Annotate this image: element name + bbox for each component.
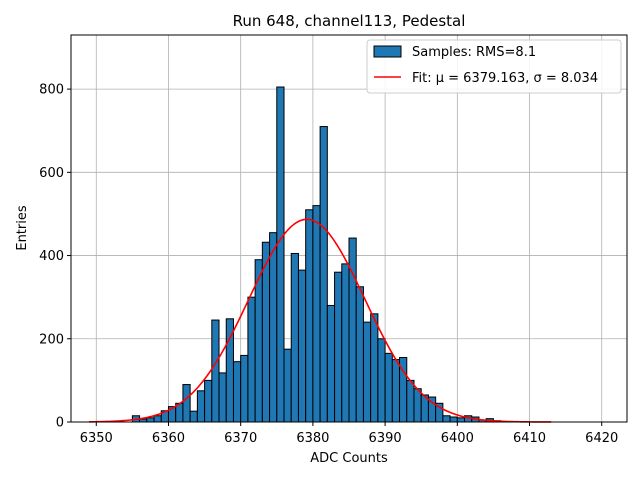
- histogram-bar: [182, 384, 191, 423]
- y-tick-label: 800: [39, 83, 64, 98]
- histogram-bar: [240, 354, 249, 423]
- histogram-bar: [247, 296, 256, 423]
- legend-fit-label: Fit: μ = 6379.163, σ = 8.034: [412, 71, 598, 86]
- histogram-bar: [449, 416, 458, 423]
- chart-title: Run 648, channel113, Pedestal: [233, 12, 466, 30]
- x-tick-label: 6380: [296, 431, 329, 446]
- legend-samples-swatch: [373, 45, 402, 58]
- histogram-bar: [312, 205, 321, 423]
- histogram-bar: [413, 388, 422, 423]
- histogram-bar: [305, 209, 314, 423]
- histogram-bar: [290, 252, 299, 423]
- histogram-bar: [355, 286, 364, 423]
- legend-samples-label: Samples: RMS=8.1: [412, 45, 536, 60]
- histogram-bar: [326, 304, 336, 423]
- x-tick-label: 6350: [80, 431, 113, 446]
- fit-curve-layer: [89, 218, 552, 423]
- histogram-bar: [341, 263, 350, 423]
- y-tick-label: 400: [39, 249, 64, 264]
- fit-curve: [89, 218, 552, 423]
- histogram-bar: [377, 338, 386, 423]
- histogram-bar: [204, 379, 213, 423]
- x-tick-label: 6400: [441, 431, 474, 446]
- y-tick-label: 0: [56, 416, 64, 431]
- histogram-bar: [276, 86, 285, 423]
- histogram-bar: [370, 313, 379, 423]
- x-tick-label: 6390: [369, 431, 402, 446]
- x-tick-label: 6360: [152, 431, 185, 446]
- histogram-bar: [218, 372, 227, 423]
- histogram-bar: [384, 352, 393, 423]
- legend-box: [366, 39, 622, 94]
- histogram-bar: [362, 321, 372, 423]
- x-axis-label: ADC Counts: [310, 451, 388, 466]
- histogram-bar: [189, 410, 198, 423]
- histogram-bar: [146, 417, 155, 423]
- x-tick-label: 6410: [513, 431, 546, 446]
- histogram-bar: [269, 232, 278, 423]
- histogram-bars: [131, 86, 502, 423]
- plot-frame: [70, 34, 628, 423]
- axis-ticks: 6350 6360 6370 6380 6390 6400 6410 6420 0 200 400 6…: [39, 83, 618, 446]
- histogram-bar: [334, 271, 343, 423]
- histogram-bar: [232, 361, 242, 423]
- histogram-bar: [319, 126, 328, 423]
- y-tick-label: 200: [39, 332, 64, 347]
- histogram-bar: [196, 390, 206, 423]
- histogram-bar: [297, 269, 307, 423]
- histogram-bar: [442, 415, 451, 423]
- histogram-bar: [391, 359, 401, 423]
- histogram-bar: [283, 348, 292, 423]
- histogram-bar: [456, 417, 466, 423]
- histogram-bar: [348, 237, 357, 423]
- x-tick-label: 6420: [585, 431, 618, 446]
- y-tick-label: 600: [39, 166, 64, 181]
- x-tick-label: 6370: [224, 431, 257, 446]
- legend: Samples: RMS=8.1 Fit: μ = 6379.163, σ = …: [366, 39, 622, 94]
- y-axis-label: Entries: [15, 205, 30, 251]
- histogram-bar: [406, 379, 415, 423]
- histogram-bar: [211, 319, 220, 423]
- histogram-bar: [153, 415, 162, 423]
